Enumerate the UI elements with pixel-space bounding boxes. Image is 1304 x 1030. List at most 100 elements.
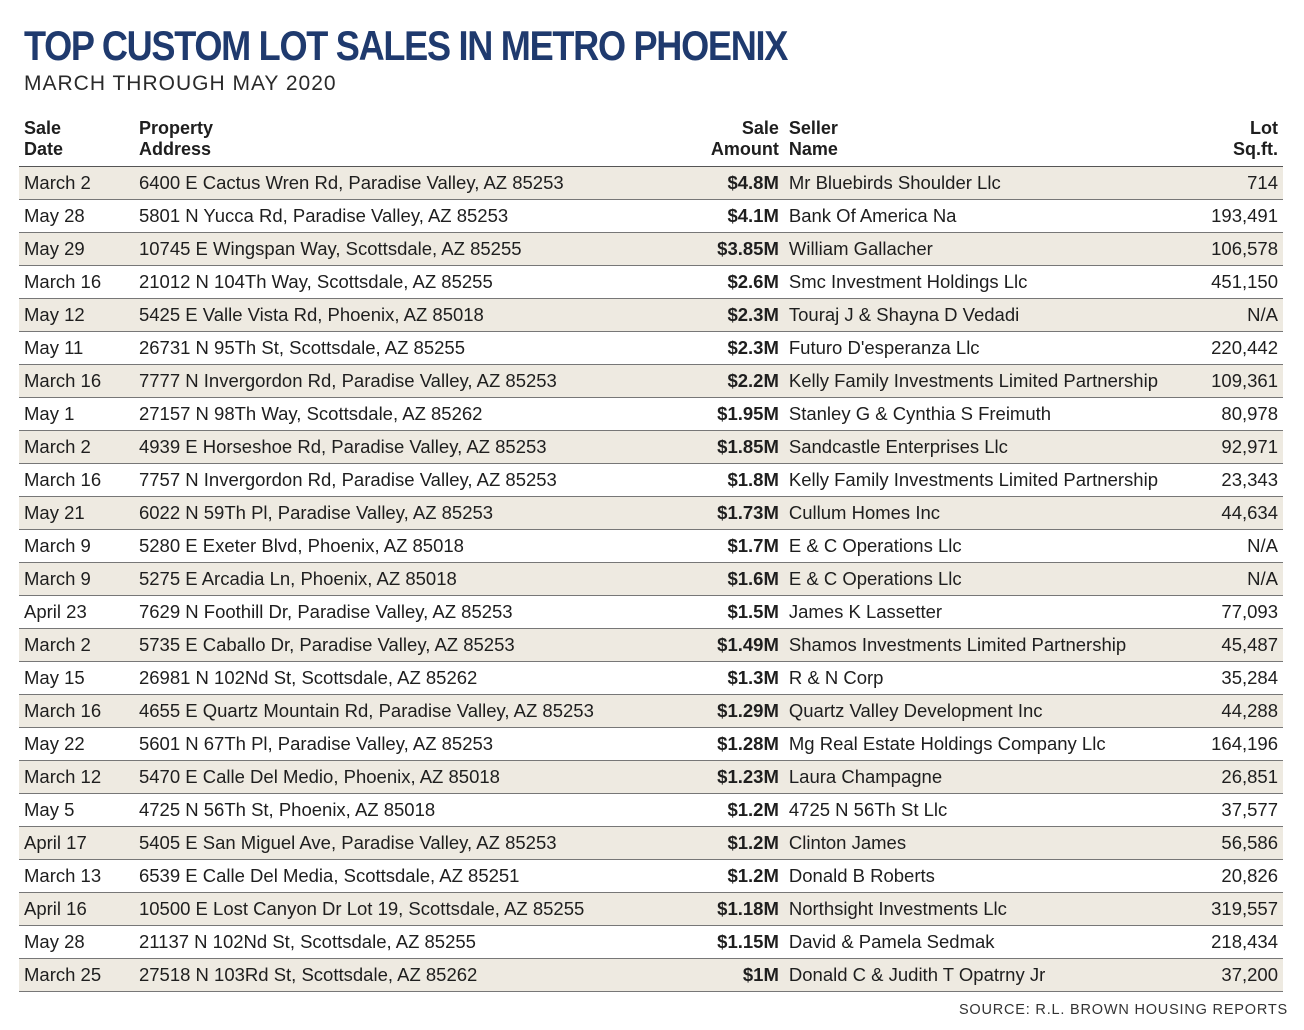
cell-seller-name: R & N Corp xyxy=(783,661,1163,695)
table-row: March 9 5275 E Arcadia Ln, Phoenix, AZ 85… xyxy=(19,562,1283,596)
header-property-address: Property Address xyxy=(133,116,654,167)
cell-lot-sqft: 56,586 xyxy=(1162,826,1283,860)
cell-seller-name: Smc Investment Holdings Llc xyxy=(783,265,1163,299)
cell-sale-date: March 16 xyxy=(19,694,134,728)
table-row: March 16 7777 N Invergordon Rd, Paradise … xyxy=(19,364,1283,398)
table-row: March 25 27518 N 103Rd St, Scottsdale, AZ… xyxy=(19,958,1283,992)
cell-seller-name: Touraj J & Shayna D Vedadi xyxy=(783,298,1163,332)
cell-seller-name: Stanley G & Cynthia S Freimuth xyxy=(783,397,1163,431)
cell-sale-date: March 16 xyxy=(19,463,134,497)
table-row: May 21 6022 N 59Th Pl, Paradise Valley, A… xyxy=(19,496,1283,530)
cell-sale-date: April 17 xyxy=(19,826,134,860)
header-seller-name: Seller Name xyxy=(783,116,1163,167)
cell-seller-name: E & C Operations Llc xyxy=(783,562,1163,596)
cell-sale-date: April 23 xyxy=(19,595,134,629)
cell-seller-name: 4725 N 56Th St Llc xyxy=(783,793,1163,827)
cell-sale-amount: $2.6M xyxy=(653,265,784,299)
header-sale-amount: Sale Amount xyxy=(653,116,784,167)
cell-sale-date: May 28 xyxy=(19,199,134,233)
cell-lot-sqft: 92,971 xyxy=(1162,430,1283,464)
cell-sale-date: March 13 xyxy=(19,859,134,893)
cell-seller-name: Kelly Family Investments Limited Partner… xyxy=(783,463,1163,497)
sales-table: Sale Date Property Address Sale Amount Sell… xyxy=(19,116,1283,992)
cell-sale-date: March 2 xyxy=(19,628,134,662)
table-row: May 22 5601 N 67Th Pl, Paradise Valley, A… xyxy=(19,727,1283,761)
cell-property-address: 6539 E Calle Del Media, Scottsdale, AZ 8… xyxy=(133,859,654,893)
cell-lot-sqft: 164,196 xyxy=(1162,727,1283,761)
cell-sale-amount: $2.2M xyxy=(653,364,784,398)
cell-sale-date: May 22 xyxy=(19,727,134,761)
table-row: May 15 26981 N 102Nd St, Scottsdale, AZ 8… xyxy=(19,661,1283,695)
table-row: May 1 27157 N 98Th Way, Scottsdale, AZ 85… xyxy=(19,397,1283,431)
cell-seller-name: Quartz Valley Development Inc xyxy=(783,694,1163,728)
cell-lot-sqft: 37,577 xyxy=(1162,793,1283,827)
cell-lot-sqft: 193,491 xyxy=(1162,199,1283,233)
cell-property-address: 5280 E Exeter Blvd, Phoenix, AZ 85018 xyxy=(133,529,654,563)
cell-sale-date: April 16 xyxy=(19,892,134,926)
cell-sale-date: March 25 xyxy=(19,958,134,992)
cell-sale-amount: $3.85M xyxy=(653,232,784,266)
cell-sale-date: May 11 xyxy=(19,331,134,365)
table-row: May 5 4725 N 56Th St, Phoenix, AZ 85018 $1… xyxy=(19,793,1283,827)
table-row: May 29 10745 E Wingspan Way, Scottsdale, … xyxy=(19,232,1283,266)
cell-property-address: 5735 E Caballo Dr, Paradise Valley, AZ 8… xyxy=(133,628,654,662)
cell-seller-name: Bank Of America Na xyxy=(783,199,1163,233)
cell-lot-sqft: 44,634 xyxy=(1162,496,1283,530)
cell-lot-sqft: 319,557 xyxy=(1162,892,1283,926)
cell-seller-name: James K Lassetter xyxy=(783,595,1163,629)
cell-seller-name: Shamos Investments Limited Partnership xyxy=(783,628,1163,662)
cell-sale-amount: $4.1M xyxy=(653,199,784,233)
cell-property-address: 27518 N 103Rd St, Scottsdale, AZ 85262 xyxy=(133,958,654,992)
cell-property-address: 21137 N 102Nd St, Scottsdale, AZ 85255 xyxy=(133,925,654,959)
cell-lot-sqft: 109,361 xyxy=(1162,364,1283,398)
cell-sale-amount: $1M xyxy=(653,958,784,992)
cell-seller-name: Mg Real Estate Holdings Company Llc xyxy=(783,727,1163,761)
cell-lot-sqft: 714 xyxy=(1162,166,1283,200)
cell-property-address: 6022 N 59Th Pl, Paradise Valley, AZ 8525… xyxy=(133,496,654,530)
cell-sale-amount: $1.2M xyxy=(653,793,784,827)
source-note: SOURCE: R.L. BROWN HOUSING REPORTS xyxy=(958,1002,1288,1018)
cell-sale-amount: $1.7M xyxy=(653,529,784,563)
cell-sale-amount: $1.5M xyxy=(653,595,784,629)
table-row: May 28 21137 N 102Nd St, Scottsdale, AZ 8… xyxy=(19,925,1283,959)
cell-sale-date: May 21 xyxy=(19,496,134,530)
cell-property-address: 4725 N 56Th St, Phoenix, AZ 85018 xyxy=(133,793,654,827)
table-row: April 23 7629 N Foothill Dr, Paradise Val… xyxy=(19,595,1283,629)
table-row: March 13 6539 E Calle Del Media, Scottsda… xyxy=(19,859,1283,893)
cell-property-address: 27157 N 98Th Way, Scottsdale, AZ 85262 xyxy=(133,397,654,431)
cell-lot-sqft: 77,093 xyxy=(1162,595,1283,629)
table-row: May 11 26731 N 95Th St, Scottsdale, AZ 85… xyxy=(19,331,1283,365)
cell-sale-amount: $1.6M xyxy=(653,562,784,596)
cell-sale-amount: $1.28M xyxy=(653,727,784,761)
cell-lot-sqft: 23,343 xyxy=(1162,463,1283,497)
cell-seller-name: Futuro D'esperanza Llc xyxy=(783,331,1163,365)
cell-sale-date: May 28 xyxy=(19,925,134,959)
cell-sale-date: March 9 xyxy=(19,529,134,563)
cell-lot-sqft: 37,200 xyxy=(1162,958,1283,992)
cell-property-address: 5601 N 67Th Pl, Paradise Valley, AZ 8525… xyxy=(133,727,654,761)
cell-property-address: 5425 E Valle Vista Rd, Phoenix, AZ 85018 xyxy=(133,298,654,332)
cell-seller-name: Kelly Family Investments Limited Partner… xyxy=(783,364,1163,398)
cell-lot-sqft: 26,851 xyxy=(1162,760,1283,794)
cell-seller-name: David & Pamela Sedmak xyxy=(783,925,1163,959)
cell-sale-amount: $4.8M xyxy=(653,166,784,200)
header-sale-date: Sale Date xyxy=(19,116,134,167)
cell-sale-amount: $1.29M xyxy=(653,694,784,728)
cell-property-address: 5470 E Calle Del Medio, Phoenix, AZ 8501… xyxy=(133,760,654,794)
cell-seller-name: Donald C & Judith T Opatrny Jr xyxy=(783,958,1163,992)
cell-lot-sqft: 44,288 xyxy=(1162,694,1283,728)
cell-sale-amount: $1.49M xyxy=(653,628,784,662)
header-lot-sqft: Lot Sq.ft. xyxy=(1162,116,1283,167)
cell-property-address: 5405 E San Miguel Ave, Paradise Valley, … xyxy=(133,826,654,860)
cell-sale-date: May 15 xyxy=(19,661,134,695)
cell-property-address: 7777 N Invergordon Rd, Paradise Valley, … xyxy=(133,364,654,398)
cell-property-address: 7757 N Invergordon Rd, Paradise Valley, … xyxy=(133,463,654,497)
cell-lot-sqft: N/A xyxy=(1162,298,1283,332)
table-row: March 9 5280 E Exeter Blvd, Phoenix, AZ 8… xyxy=(19,529,1283,563)
cell-sale-amount: $2.3M xyxy=(653,298,784,332)
cell-seller-name: Mr Bluebirds Shoulder Llc xyxy=(783,166,1163,200)
table-row: April 17 5405 E San Miguel Ave, Paradise … xyxy=(19,826,1283,860)
cell-lot-sqft: 80,978 xyxy=(1162,397,1283,431)
cell-sale-amount: $1.95M xyxy=(653,397,784,431)
cell-sale-date: March 16 xyxy=(19,265,134,299)
